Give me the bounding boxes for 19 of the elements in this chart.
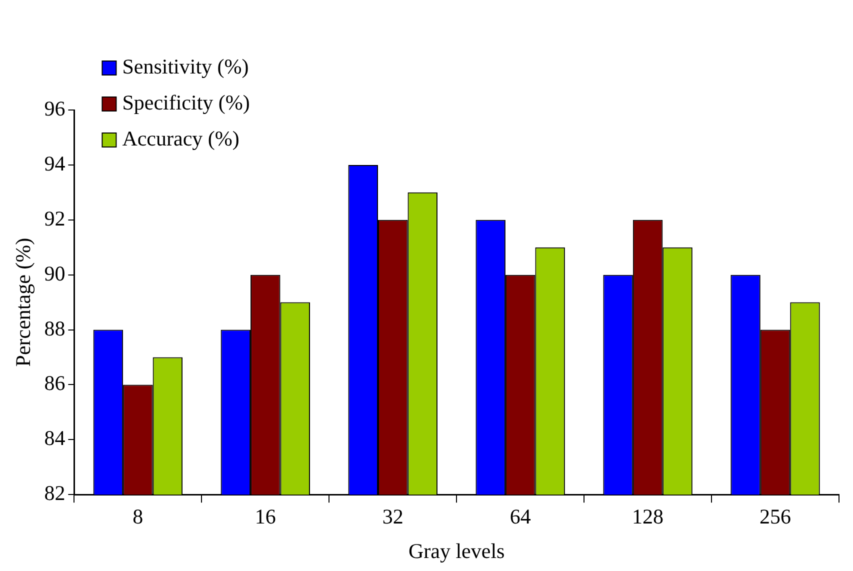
legend-label: Accuracy (%) xyxy=(122,126,240,151)
y-tick-label: 86 xyxy=(44,371,66,396)
x-tick-label: 16 xyxy=(254,504,276,529)
y-tick-label: 88 xyxy=(44,316,66,340)
y-tick-label: 92 xyxy=(44,206,66,230)
x-tick-label: 64 xyxy=(510,504,532,529)
y-tick-label: 96 xyxy=(44,96,66,121)
x-tick-label: 32 xyxy=(382,504,404,529)
y-tick-label: 90 xyxy=(44,261,66,286)
x-tick-label: 256 xyxy=(760,504,792,529)
x-tick-label: 8 xyxy=(132,504,144,529)
y-tick-label: 94 xyxy=(44,151,66,176)
y-tick-label: 82 xyxy=(44,481,66,506)
x-axis-title: Gray levels xyxy=(408,538,505,563)
x-tick-label: 128 xyxy=(632,504,664,529)
legend-label: Specificity (%) xyxy=(122,90,250,115)
y-axis-title: Percentage (%) xyxy=(11,238,36,367)
y-tick-label: 84 xyxy=(44,426,66,450)
legend-label: Sensitivity (%) xyxy=(122,54,249,79)
